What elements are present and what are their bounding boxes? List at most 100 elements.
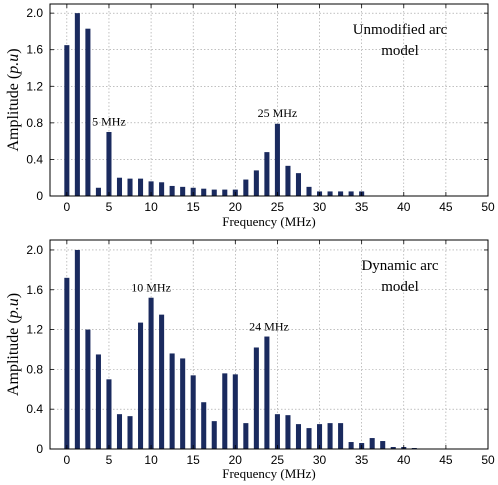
bar — [201, 188, 207, 196]
x-tick-label: 15 — [187, 453, 201, 467]
peak-annotation: 5 MHz — [92, 114, 126, 128]
x-tick-label: 10 — [144, 200, 158, 214]
bar — [106, 132, 112, 196]
bar — [306, 186, 312, 196]
bar — [295, 173, 302, 196]
x-axis-label: Frequency (MHz) — [222, 466, 316, 481]
peak-annotation: 24 MHz — [249, 320, 289, 334]
x-tick-label: 5 — [106, 453, 113, 467]
peak-annotation: 25 MHz — [258, 106, 298, 120]
x-tick-label: 40 — [397, 200, 411, 214]
bar — [148, 297, 154, 449]
x-tick-label: 20 — [229, 453, 243, 467]
x-tick-label: 0 — [64, 453, 71, 467]
y-tick-label: 0 — [36, 442, 43, 456]
y-tick-label: 0.4 — [26, 152, 43, 166]
bar — [138, 178, 144, 196]
y-tick-label: 0 — [36, 189, 43, 203]
y-axis-label: Amplitude (p.u) — [5, 293, 22, 396]
x-tick-label: 5 — [106, 200, 113, 214]
bar — [159, 182, 165, 196]
bar — [243, 423, 249, 449]
x-axis-label: Frequency (MHz) — [222, 214, 316, 229]
bar — [85, 329, 91, 449]
bar — [74, 249, 80, 449]
bar — [348, 191, 354, 196]
y-tick-label: 0.4 — [26, 402, 43, 416]
y-tick-label: 0.8 — [26, 362, 43, 376]
bar — [264, 152, 270, 196]
bar — [295, 424, 302, 449]
bar — [285, 415, 291, 449]
bar — [317, 424, 323, 449]
x-tick-label: 40 — [397, 453, 411, 467]
bar — [274, 123, 280, 196]
bar — [201, 402, 207, 449]
x-tick-label: 30 — [313, 453, 327, 467]
bar — [222, 373, 228, 449]
y-tick-label: 1.6 — [26, 43, 43, 57]
bar — [274, 414, 280, 449]
bar — [327, 191, 333, 196]
bar — [338, 423, 344, 449]
plot-frame — [49, 239, 489, 450]
bar — [127, 416, 133, 449]
x-tick-label: 10 — [144, 453, 158, 467]
y-tick-label: 0.8 — [26, 116, 43, 130]
chart-title-line: model — [381, 279, 419, 295]
bar — [190, 375, 196, 449]
x-tick-label: 45 — [439, 453, 453, 467]
bar — [390, 447, 396, 449]
y-tick-label: 2.0 — [26, 6, 43, 20]
y-tick-label: 1.2 — [26, 323, 43, 337]
bar — [338, 191, 344, 196]
x-tick-label: 50 — [481, 200, 495, 214]
bar — [369, 438, 375, 449]
bar — [148, 181, 154, 196]
x-tick-label: 50 — [481, 453, 495, 467]
x-tick-label: 25 — [271, 200, 285, 214]
bar — [253, 170, 259, 196]
bar — [211, 421, 217, 449]
chart-panel-2: 0 5 10 15 20 25 30 35 40 45 50 0 0.4 0.8 1.2 1.6 2.0 Freq… — [5, 239, 495, 481]
x-tick-label: 35 — [355, 453, 369, 467]
peak-annotation: 10 MHz — [131, 281, 171, 295]
y-tick-label: 1.6 — [26, 283, 43, 297]
bar — [85, 28, 91, 196]
bar — [380, 441, 386, 449]
x-tick-label: 25 — [271, 453, 285, 467]
bar — [264, 336, 270, 449]
bar — [159, 314, 165, 449]
y-tick-label: 2.0 — [26, 243, 43, 257]
bar — [222, 189, 228, 196]
bar — [243, 179, 249, 196]
bar — [64, 45, 70, 197]
bar — [285, 165, 291, 196]
bar — [211, 189, 217, 196]
bar — [106, 379, 112, 449]
bar — [95, 187, 101, 196]
bar — [116, 177, 123, 196]
bar — [138, 322, 144, 449]
x-tick-label: 45 — [439, 200, 453, 214]
bar — [232, 374, 238, 449]
x-tick-label: 20 — [229, 200, 243, 214]
bar — [169, 353, 175, 449]
bar — [64, 277, 70, 449]
chart-panel-1: 0 5 10 15 20 25 30 35 40 45 50 0 0.4 0.8 1.2 1.6 2.0 Freq… — [5, 3, 495, 229]
bar — [190, 187, 196, 196]
bar — [95, 354, 101, 449]
bar — [327, 423, 333, 449]
bar — [180, 358, 186, 449]
bar — [253, 347, 259, 449]
bar — [127, 178, 133, 196]
bar — [116, 414, 123, 449]
y-tick-label: 1.2 — [26, 79, 43, 93]
bar — [180, 186, 186, 196]
chart-title-line: Unmodified arc — [353, 22, 448, 38]
bar — [348, 442, 354, 449]
chart-title-line: Dynamic arc — [361, 258, 438, 274]
y-axis-label: Amplitude (p.u) — [5, 48, 22, 151]
x-tick-label: 30 — [313, 200, 327, 214]
